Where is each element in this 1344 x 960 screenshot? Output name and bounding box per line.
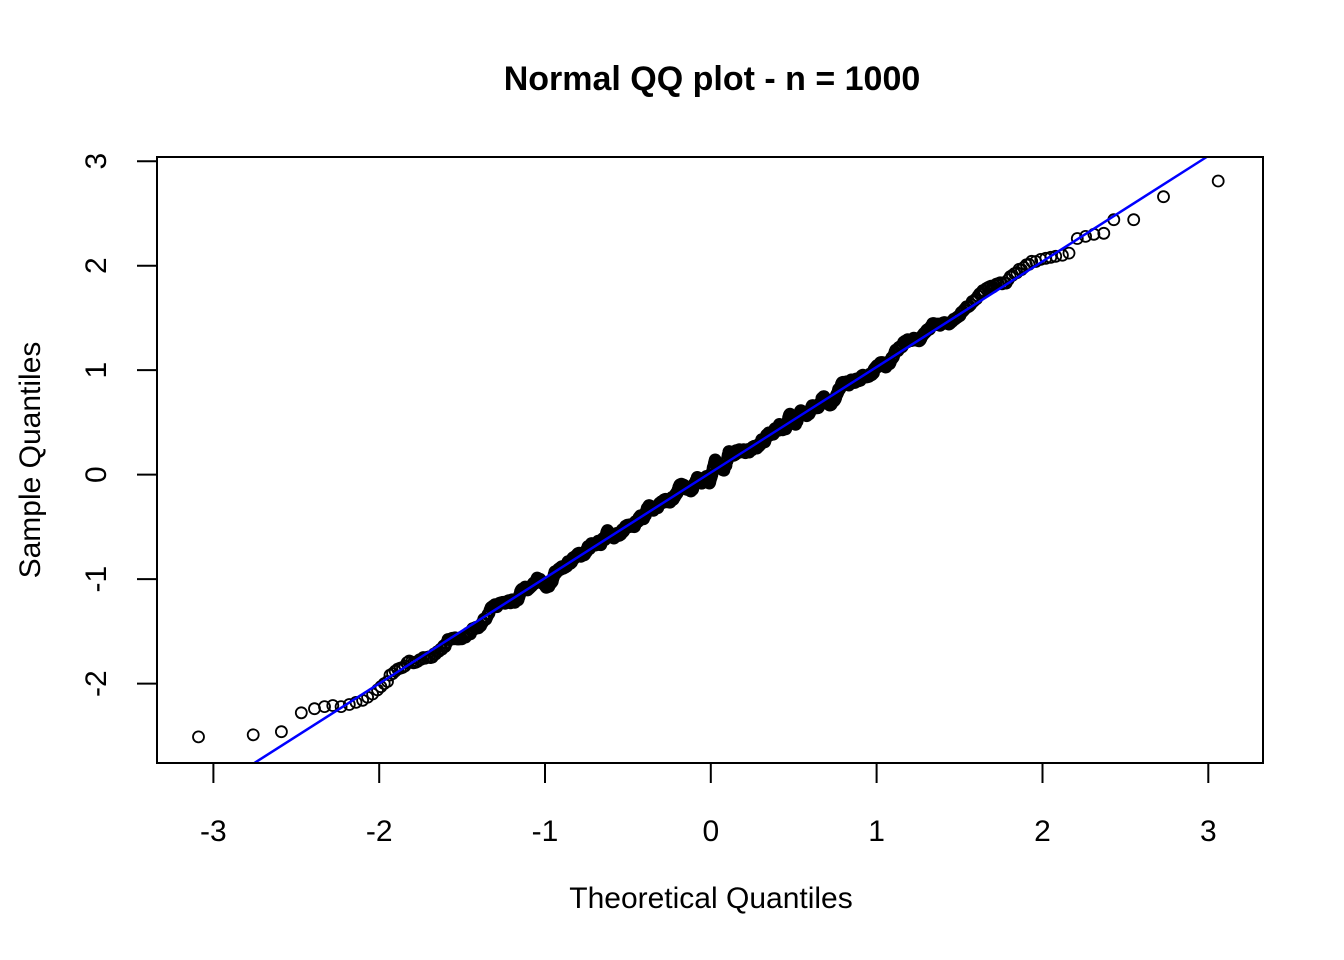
y-tick-label: -1 <box>80 566 113 593</box>
y-tick-label: 3 <box>80 153 113 170</box>
data-point <box>1044 250 1058 264</box>
data-point <box>1062 246 1076 260</box>
x-tick-label: -1 <box>532 815 559 848</box>
qq-reference-line <box>253 155 1208 765</box>
y-tick-label: 0 <box>80 466 113 483</box>
data-point <box>326 699 340 712</box>
data-points-layer <box>192 174 1225 744</box>
y-axis-title: Sample Quantiles <box>14 342 47 579</box>
data-point <box>294 706 308 720</box>
data-point <box>1097 226 1111 240</box>
x-tick-label: -2 <box>366 815 393 848</box>
data-point <box>1025 254 1039 268</box>
y-tick-label: -2 <box>80 670 113 697</box>
data-point <box>342 698 356 711</box>
data-point <box>1070 232 1084 245</box>
x-tick-label: 1 <box>868 815 885 848</box>
data-point <box>318 700 331 713</box>
y-tick-label: 2 <box>80 257 113 274</box>
data-point <box>334 700 348 713</box>
data-point <box>274 725 288 739</box>
x-tick-label: 0 <box>702 815 719 848</box>
data-point <box>1211 174 1225 188</box>
data-point <box>1157 190 1170 204</box>
x-axis-ticks: -3 -2 -1 0 1 2 3 <box>200 763 1217 848</box>
data-point <box>246 728 260 742</box>
chart-title: Normal QQ plot - n = 1000 <box>504 60 921 98</box>
x-tick-label: -3 <box>200 815 227 848</box>
x-tick-label: 3 <box>1200 815 1217 848</box>
x-axis-title: Theoretical Quantiles <box>569 882 852 915</box>
y-tick-label: 1 <box>80 362 113 379</box>
data-point <box>192 730 205 744</box>
y-axis-ticks: -2 -1 0 1 2 3 <box>80 153 157 697</box>
qq-line-layer <box>253 155 1208 765</box>
data-point <box>1127 213 1141 227</box>
x-tick-label: 2 <box>1034 815 1051 848</box>
